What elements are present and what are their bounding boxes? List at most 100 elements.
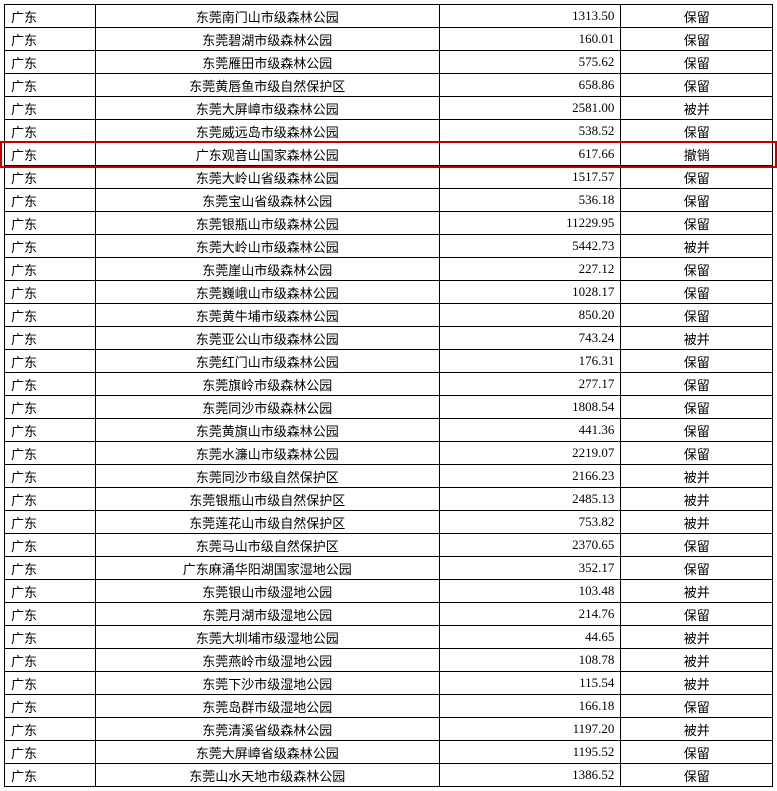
table-row: 广东东莞同沙市级自然保护区2166.23被并 <box>5 465 773 488</box>
name-cell: 东莞水濂山市级森林公园 <box>95 442 439 465</box>
status-cell: 保留 <box>621 74 773 97</box>
province-cell: 广东 <box>5 626 96 649</box>
status-cell: 保留 <box>621 281 773 304</box>
name-cell: 东莞大岭山省级森林公园 <box>95 166 439 189</box>
table-wrapper: 广东东莞南门山市级森林公园1313.50保留广东东莞碧湖市级森林公园160.01… <box>4 4 773 787</box>
table-row: 广东东莞月湖市级湿地公园214.76保留 <box>5 603 773 626</box>
table-row: 广东东莞南门山市级森林公园1313.50保留 <box>5 5 773 28</box>
province-cell: 广东 <box>5 166 96 189</box>
name-cell: 东莞崖山市级森林公园 <box>95 258 439 281</box>
name-cell: 东莞下沙市级湿地公园 <box>95 672 439 695</box>
name-cell: 东莞同沙市级森林公园 <box>95 396 439 419</box>
status-cell: 保留 <box>621 396 773 419</box>
name-cell: 广东观音山国家森林公园 <box>95 143 439 166</box>
value-cell: 176.31 <box>439 350 621 373</box>
name-cell: 广东麻涌华阳湖国家湿地公园 <box>95 557 439 580</box>
name-cell: 东莞雁田市级森林公园 <box>95 51 439 74</box>
name-cell: 东莞银瓶山市级森林公园 <box>95 212 439 235</box>
status-cell: 保留 <box>621 28 773 51</box>
status-cell: 被并 <box>621 235 773 258</box>
province-cell: 广东 <box>5 465 96 488</box>
status-cell: 保留 <box>621 212 773 235</box>
province-cell: 广东 <box>5 580 96 603</box>
value-cell: 743.24 <box>439 327 621 350</box>
province-cell: 广东 <box>5 258 96 281</box>
name-cell: 东莞山水天地市级森林公园 <box>95 764 439 787</box>
province-cell: 广东 <box>5 51 96 74</box>
name-cell: 东莞黄牛埔市级森林公园 <box>95 304 439 327</box>
name-cell: 东莞大屏嶂市级森林公园 <box>95 97 439 120</box>
value-cell: 103.48 <box>439 580 621 603</box>
table-row: 广东东莞银瓶山市级自然保护区2485.13被并 <box>5 488 773 511</box>
province-cell: 广东 <box>5 281 96 304</box>
province-cell: 广东 <box>5 189 96 212</box>
status-cell: 被并 <box>621 327 773 350</box>
table-row: 广东东莞莲花山市级自然保护区753.82被并 <box>5 511 773 534</box>
province-cell: 广东 <box>5 419 96 442</box>
value-cell: 1028.17 <box>439 281 621 304</box>
value-cell: 44.65 <box>439 626 621 649</box>
province-cell: 广东 <box>5 235 96 258</box>
name-cell: 东莞大屏嶂省级森林公园 <box>95 741 439 764</box>
province-cell: 广东 <box>5 304 96 327</box>
table-row: 广东广东麻涌华阳湖国家湿地公园352.17保留 <box>5 557 773 580</box>
province-cell: 广东 <box>5 350 96 373</box>
status-cell: 保留 <box>621 304 773 327</box>
province-cell: 广东 <box>5 327 96 350</box>
table-row: 广东东莞红门山市级森林公园176.31保留 <box>5 350 773 373</box>
value-cell: 850.20 <box>439 304 621 327</box>
status-cell: 被并 <box>621 718 773 741</box>
name-cell: 东莞南门山市级森林公园 <box>95 5 439 28</box>
province-cell: 广东 <box>5 212 96 235</box>
table-row: 广东东莞山水天地市级森林公园1386.52保留 <box>5 764 773 787</box>
province-cell: 广东 <box>5 120 96 143</box>
province-cell: 广东 <box>5 718 96 741</box>
status-cell: 被并 <box>621 488 773 511</box>
name-cell: 东莞银瓶山市级自然保护区 <box>95 488 439 511</box>
table-row: 广东东莞大岭山市级森林公园5442.73被并 <box>5 235 773 258</box>
province-cell: 广东 <box>5 695 96 718</box>
status-cell: 保留 <box>621 51 773 74</box>
value-cell: 277.17 <box>439 373 621 396</box>
table-row: 广东东莞马山市级自然保护区2370.65保留 <box>5 534 773 557</box>
value-cell: 575.62 <box>439 51 621 74</box>
status-cell: 保留 <box>621 534 773 557</box>
status-cell: 保留 <box>621 419 773 442</box>
status-cell: 被并 <box>621 649 773 672</box>
table-row: 广东东莞清溪省级森林公园1197.20被并 <box>5 718 773 741</box>
name-cell: 东莞莲花山市级自然保护区 <box>95 511 439 534</box>
value-cell: 617.66 <box>439 143 621 166</box>
value-cell: 658.86 <box>439 74 621 97</box>
value-cell: 11229.95 <box>439 212 621 235</box>
province-cell: 广东 <box>5 741 96 764</box>
status-cell: 保留 <box>621 373 773 396</box>
status-cell: 保留 <box>621 741 773 764</box>
province-cell: 广东 <box>5 373 96 396</box>
table-row: 广东东莞碧湖市级森林公园160.01保留 <box>5 28 773 51</box>
name-cell: 东莞红门山市级森林公园 <box>95 350 439 373</box>
forest-park-table: 广东东莞南门山市级森林公园1313.50保留广东东莞碧湖市级森林公园160.01… <box>4 4 773 787</box>
value-cell: 5442.73 <box>439 235 621 258</box>
value-cell: 2581.00 <box>439 97 621 120</box>
table-row: 广东东莞威远岛市级森林公园538.52保留 <box>5 120 773 143</box>
name-cell: 东莞清溪省级森林公园 <box>95 718 439 741</box>
province-cell: 广东 <box>5 511 96 534</box>
value-cell: 108.78 <box>439 649 621 672</box>
table-row: 广东东莞大屏嶂省级森林公园1195.52保留 <box>5 741 773 764</box>
status-cell: 被并 <box>621 511 773 534</box>
value-cell: 115.54 <box>439 672 621 695</box>
value-cell: 1517.57 <box>439 166 621 189</box>
value-cell: 2370.65 <box>439 534 621 557</box>
status-cell: 被并 <box>621 465 773 488</box>
table-row: 广东东莞崖山市级森林公园227.12保留 <box>5 258 773 281</box>
value-cell: 441.36 <box>439 419 621 442</box>
value-cell: 538.52 <box>439 120 621 143</box>
name-cell: 东莞巍峨山市级森林公园 <box>95 281 439 304</box>
value-cell: 166.18 <box>439 695 621 718</box>
name-cell: 东莞宝山省级森林公园 <box>95 189 439 212</box>
province-cell: 广东 <box>5 442 96 465</box>
province-cell: 广东 <box>5 534 96 557</box>
table-row: 广东东莞黄牛埔市级森林公园850.20保留 <box>5 304 773 327</box>
value-cell: 2485.13 <box>439 488 621 511</box>
table-row: 广东东莞亚公山市级森林公园743.24被并 <box>5 327 773 350</box>
